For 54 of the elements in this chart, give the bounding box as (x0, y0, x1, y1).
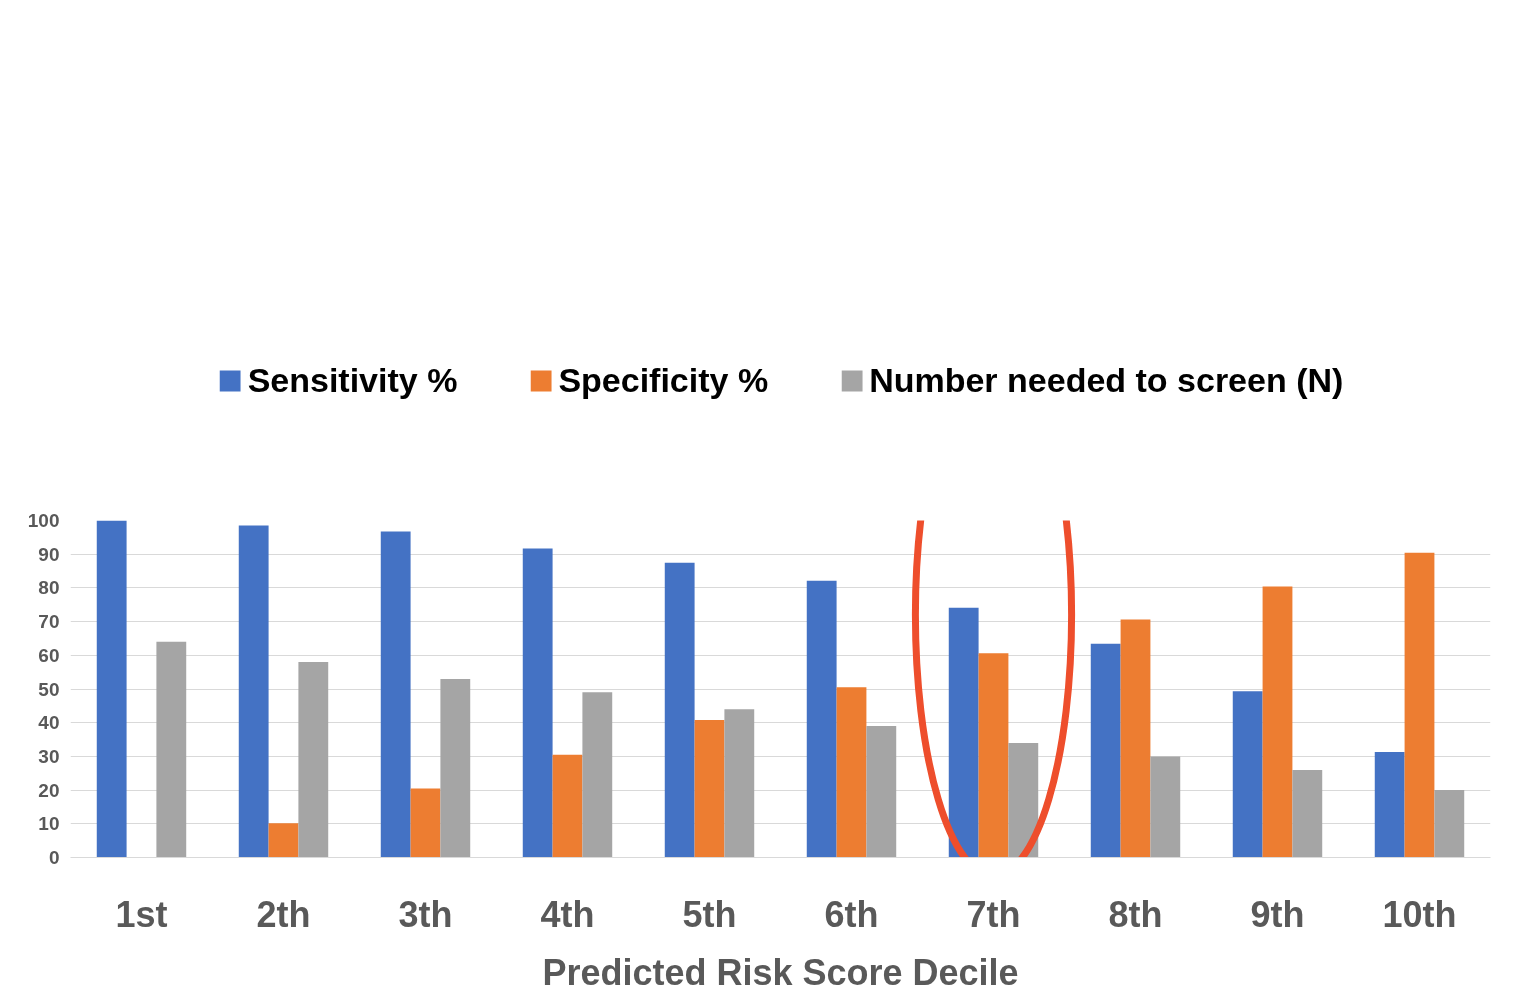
y-tick-label: 100 (27, 510, 60, 531)
y-tick-label: 10 (38, 813, 60, 835)
bar (1232, 691, 1263, 858)
bar (410, 788, 441, 858)
x-tick-label: 4th (540, 893, 595, 935)
bar (978, 653, 1009, 858)
y-tick-label: 30 (38, 745, 60, 767)
bar (440, 678, 471, 858)
bar (806, 580, 837, 858)
bar (664, 562, 695, 858)
y-tick-label: 50 (38, 678, 60, 700)
bar (522, 548, 553, 858)
y-tick-label: 40 (38, 712, 60, 734)
y-tick-label: 20 (38, 779, 60, 801)
bar (380, 531, 411, 858)
bar (694, 720, 725, 858)
y-tick-label: 70 (38, 611, 60, 633)
y-tick-label: 0 (48, 847, 60, 868)
legend-label: Specificity % (558, 360, 769, 400)
bar (1374, 752, 1405, 858)
x-tick-label: 9th (1250, 893, 1305, 935)
x-tick-label: 10th (1382, 893, 1457, 935)
x-tick-label: 1st (115, 893, 168, 935)
bar (1434, 790, 1465, 858)
bar (836, 687, 867, 858)
bar (96, 520, 127, 858)
legend-label: Sensitivity % (247, 360, 458, 400)
bar (1262, 586, 1293, 858)
bar (1404, 552, 1435, 858)
y-tick-label: 80 (38, 577, 60, 599)
bar (238, 525, 269, 858)
bar (1090, 643, 1121, 858)
y-tick-label: 90 (38, 543, 60, 565)
bar (866, 726, 897, 858)
bar (582, 692, 613, 858)
bar (1292, 769, 1323, 858)
bar (724, 709, 755, 858)
y-tick-label: 60 (38, 644, 60, 666)
x-tick-label: 3th (398, 893, 453, 935)
x-tick-label: 2th (256, 893, 311, 935)
bar (268, 823, 299, 858)
x-axis-title: Predicted Risk Score Decile (542, 951, 1019, 993)
x-tick-label: 5th (682, 893, 737, 935)
bar (298, 662, 329, 858)
bar (1120, 619, 1151, 858)
bar (948, 607, 979, 858)
bar (552, 754, 583, 858)
x-tick-label: 7th (966, 893, 1021, 935)
x-tick-label: 6th (824, 893, 879, 935)
bar (1150, 756, 1181, 858)
bar (156, 641, 187, 858)
x-tick-label: 8th (1108, 893, 1163, 935)
legend-label: Number needed to screen (N) (869, 360, 1344, 400)
bar (1008, 742, 1039, 858)
